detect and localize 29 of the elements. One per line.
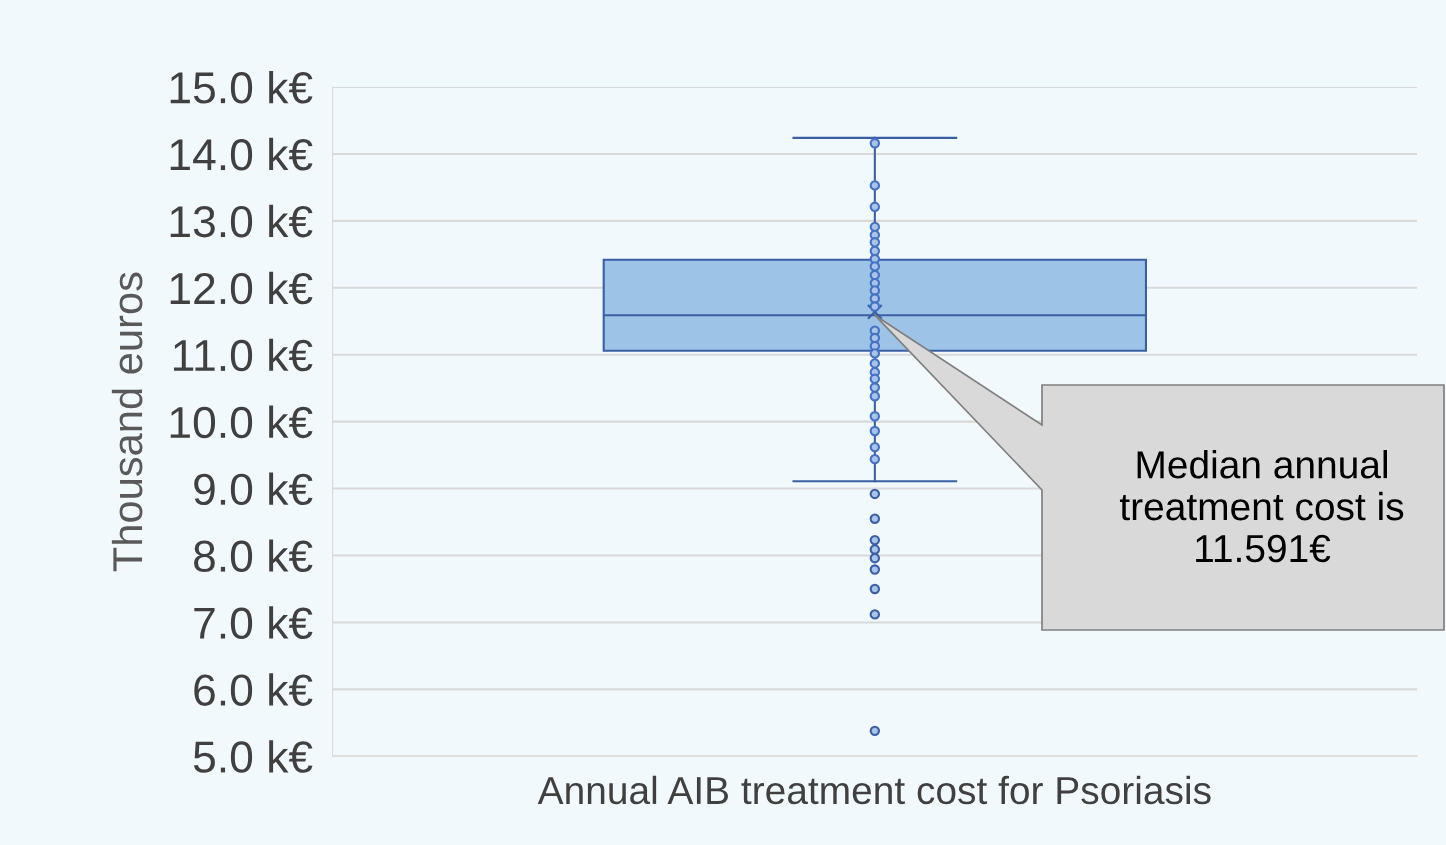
point [869,358,881,369]
point [869,348,881,359]
point [869,425,881,437]
annotation: Median annual treatment cost is 11.591€ [1119,449,1404,563]
y-tick-label: 11.0 k€ [174,338,313,372]
y-axis-title: Thousand euros [111,272,143,572]
y-tick-label: 9.0 k€ [194,472,313,506]
point [869,237,881,248]
point [869,261,881,272]
y-tick-label: 13.0 k€ [170,204,313,238]
point [869,411,881,422]
y-tick-label: 15.0 k€ [170,70,313,104]
point [869,441,881,453]
point [869,180,881,191]
y-tick-label: 10.0 k€ [170,405,313,439]
x-tick-label: Annual AIB treatment cost for Psoriasis [537,775,1211,805]
y-tick-label: 5.0 k€ [193,740,313,773]
y-tick-label: 6.0 k€ [194,673,313,706]
point [869,391,881,402]
point [869,382,881,393]
point [869,201,881,213]
point [869,453,881,465]
y-tick-label: 7.0 k€ [194,606,313,639]
point [869,138,881,149]
y-tick-label: 14.0 k€ [170,137,313,171]
point [869,373,881,385]
point [869,301,881,312]
y-tick-label: 12.0 k€ [170,271,313,305]
y-tick-label: 8.0 k€ [194,539,313,573]
